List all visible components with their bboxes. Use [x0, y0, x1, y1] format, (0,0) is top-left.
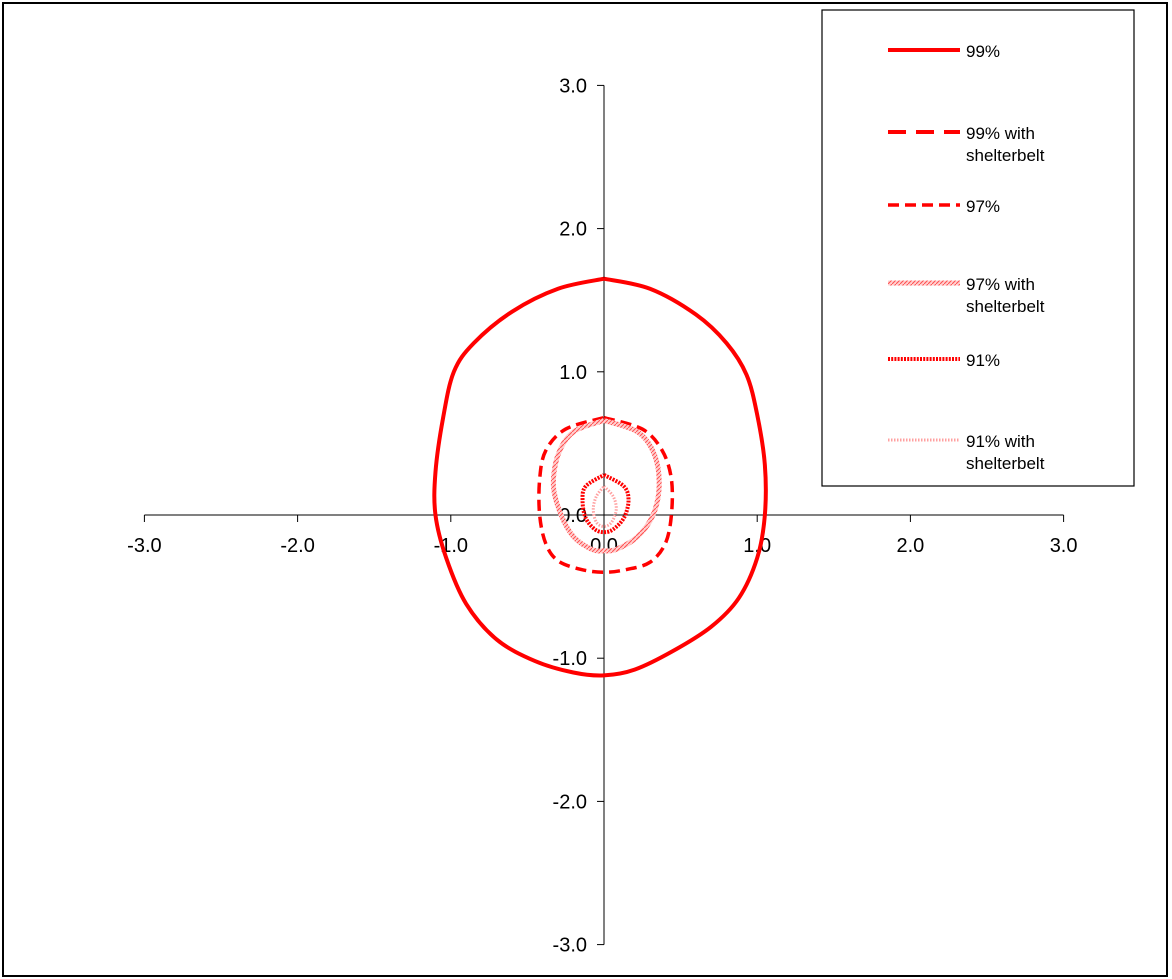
- series-line-2: [537, 415, 675, 575]
- series-line-4: [580, 473, 631, 535]
- y-tick-label: -2.0: [553, 791, 587, 813]
- x-tick-label: 2.0: [896, 535, 924, 557]
- y-tick-label: 1.0: [559, 362, 587, 384]
- y-tick-label: -1.0: [553, 648, 587, 670]
- x-tick-label: -2.0: [280, 535, 314, 557]
- chart-plot: -3.0 -2.0 -1.0 0.0 1.0 2.0 3.03.02.01.00.0-1.0…: [127, 9, 1135, 957]
- legend-label-5: 91% with: [966, 432, 1035, 451]
- legend-label-1: shelterbelt: [966, 146, 1045, 165]
- legend-label-2: 97%: [966, 197, 1000, 216]
- legend-label-4: 91%: [966, 351, 1000, 370]
- series-line-3: [550, 418, 662, 554]
- y-tick-label: 2.0: [559, 219, 587, 241]
- legend-label-3: shelterbelt: [966, 297, 1045, 316]
- x-tick-label: -3.0: [127, 535, 161, 557]
- legend-box: [821, 9, 1135, 487]
- y-tick-label: 3.0: [559, 75, 587, 97]
- x-tick-label: 0.0: [590, 535, 618, 557]
- series-layer: [432, 276, 768, 678]
- series-line-5: [591, 485, 618, 528]
- y-tick-label: -3.0: [553, 935, 587, 957]
- x-tick-label: 1.0: [743, 535, 771, 557]
- legend-label-3: 97% with: [966, 275, 1035, 294]
- legend: 99% 99% with shelterbelt 97% 97% with shelter…: [821, 9, 1135, 487]
- legend-label-5: shelterbelt: [966, 454, 1045, 473]
- x-tick-label: 3.0: [1050, 535, 1078, 557]
- series-line-0: [432, 276, 768, 678]
- legend-label-0: 99%: [966, 42, 1000, 61]
- legend-label-1: 99% with: [966, 124, 1035, 143]
